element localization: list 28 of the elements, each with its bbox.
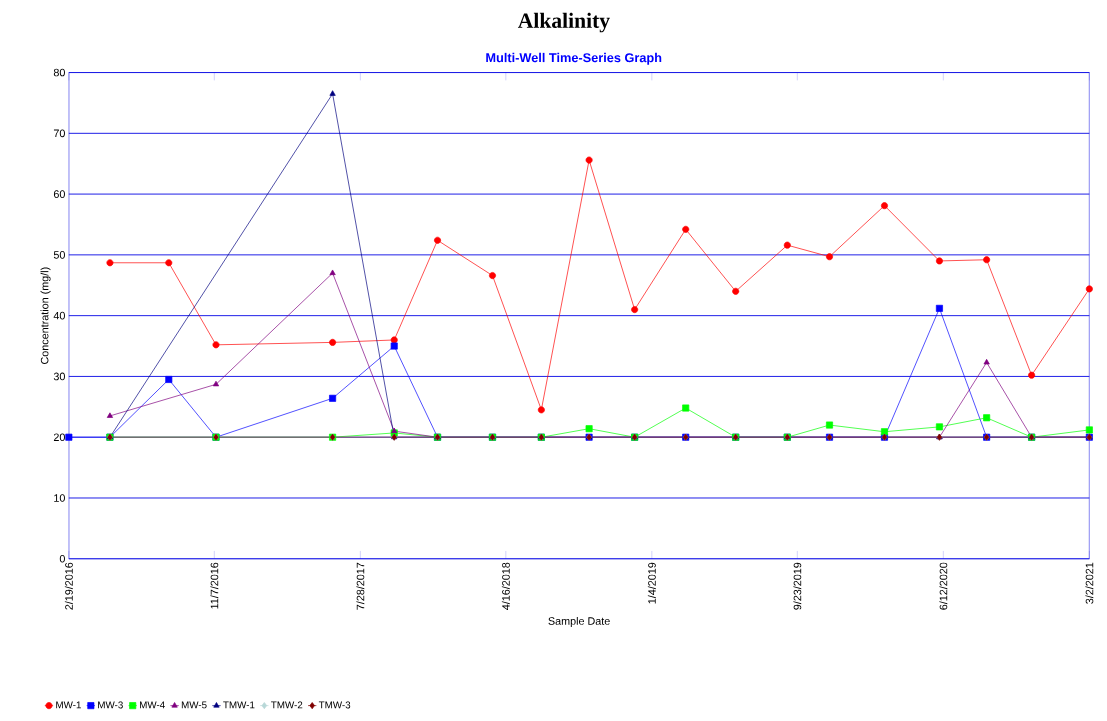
x-tick-label: 4/16/2018 xyxy=(501,562,510,611)
x-axis-title: Sample Date xyxy=(548,617,610,628)
chart-title: Alkalinity xyxy=(517,12,610,33)
y-tick-label: 50 xyxy=(53,251,65,259)
x-tick-label: 6/12/2020 xyxy=(939,562,948,610)
y-axis-title: Concentration (mg/l) xyxy=(40,267,51,365)
chart-subtitle: Multi-Well Time-Series Graph xyxy=(486,53,662,65)
legend-label: MW-1 xyxy=(56,701,81,709)
y-tick-label: 80 xyxy=(53,68,65,77)
legend-label: MW-5 xyxy=(181,701,207,709)
y-tick-label: 20 xyxy=(53,433,65,442)
y-tick-label: 70 xyxy=(53,129,65,138)
y-tick-label: 10 xyxy=(54,494,65,503)
legend-label: MW-3 xyxy=(98,701,123,709)
legend-label: TMW-2 xyxy=(271,701,303,709)
x-tick-label: 3/2/2021 xyxy=(1085,562,1094,605)
y-tick-label: 30 xyxy=(53,372,65,381)
x-tick-label: 1/4/2019 xyxy=(647,562,656,604)
y-tick-label: 60 xyxy=(53,190,65,199)
legend-label: MW-4 xyxy=(140,701,165,709)
legend-label: TMW-1 xyxy=(223,701,255,709)
x-tick-label: 9/23/2019 xyxy=(793,562,802,610)
x-tick-label: 2/19/2016 xyxy=(64,562,73,610)
y-tick-label: 0 xyxy=(59,555,65,563)
y-tick-label: 40 xyxy=(53,312,65,320)
x-tick-label: 7/28/2017 xyxy=(356,563,365,610)
legend-label: TMW-3 xyxy=(318,701,351,709)
x-tick-label: 11/7/2016 xyxy=(210,562,219,609)
